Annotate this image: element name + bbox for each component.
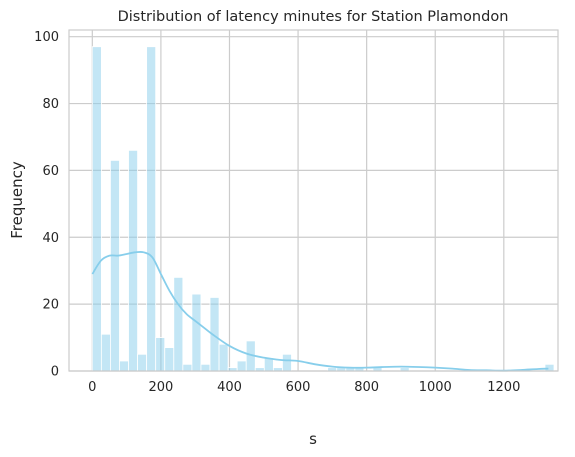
histogram-bar [200, 363, 211, 372]
histogram-bar [191, 293, 202, 372]
y-tick-label: 40 [42, 231, 59, 246]
y-axis-title: Frequency [8, 161, 26, 239]
x-tick-label: 1200 [487, 380, 520, 395]
histogram-bar [119, 360, 129, 372]
histogram-bar [137, 353, 148, 372]
histogram-bar [236, 360, 247, 372]
x-tick-label: 1000 [419, 380, 452, 395]
histogram-bar [155, 337, 166, 372]
histogram-bar [164, 347, 175, 372]
histogram-bar [282, 353, 292, 372]
histogram-bar [128, 149, 138, 372]
plot-background [69, 30, 558, 371]
histogram-bar [544, 363, 555, 372]
y-tick-label: 80 [42, 97, 59, 112]
chart-title: Distribution of latency minutes for Stat… [118, 9, 509, 25]
y-tick-label: 100 [34, 30, 59, 45]
histogram-bar [100, 333, 111, 372]
plot-frame [68, 29, 559, 372]
x-axis-title: s [309, 430, 317, 448]
x-tick-label: 0 [88, 380, 96, 395]
x-tick-label: 800 [354, 380, 379, 395]
y-tick-label: 60 [42, 164, 59, 179]
histogram-bar [182, 363, 193, 372]
histogram-bar [173, 276, 184, 372]
x-tick-label: 400 [217, 380, 242, 395]
y-tick-label: 20 [42, 298, 59, 313]
x-tick-label: 600 [286, 380, 311, 395]
kde-line [91, 250, 549, 372]
histogram-bar [91, 46, 102, 372]
kde-curve-group [91, 250, 549, 372]
histogram-bar [110, 159, 120, 372]
x-tick-label: 200 [148, 380, 173, 395]
tick-labels: 0 200 400 600 800 1000 1200 0 20 40 60 80 100 [34, 30, 520, 395]
y-tick-label: 0 [51, 365, 59, 380]
histogram-bar [146, 46, 157, 372]
histogram-bar [218, 343, 229, 372]
